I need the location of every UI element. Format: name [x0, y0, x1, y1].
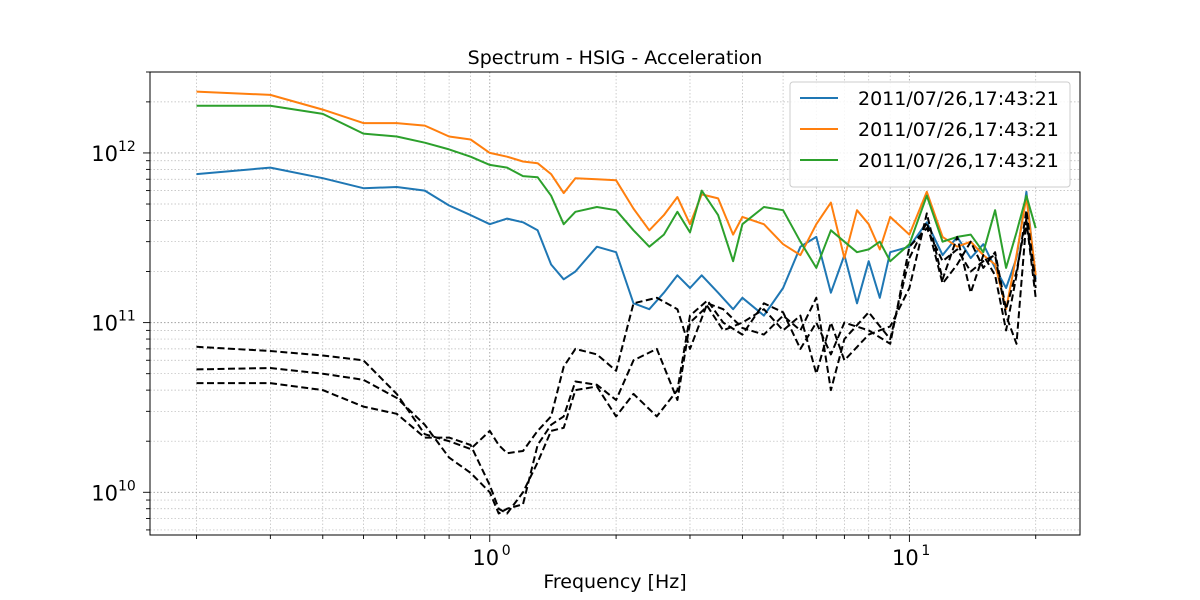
y-tick-exponent: 11 — [118, 309, 136, 325]
y-tick-label: 10 — [91, 312, 118, 336]
x-tick-exponent: 0 — [502, 543, 511, 559]
y-tick-exponent: 10 — [118, 478, 136, 494]
reference-dashed-line — [196, 217, 1037, 455]
legend-label: 2011/07/26,17:43:21 — [858, 119, 1059, 141]
x-tick-exponent: 1 — [921, 543, 930, 559]
legend-box — [789, 81, 1071, 188]
series-layer — [196, 90, 1037, 515]
y-tick-label: 10 — [91, 142, 118, 166]
legend: 2011/07/26,17:43:21 2011/07/26,17:43:21 20… — [789, 81, 1071, 188]
reference-dashed-line — [196, 219, 1037, 515]
reference-dashed-line — [196, 209, 1037, 515]
series-line-1 — [196, 166, 1037, 317]
x-tick-label: 10 — [892, 546, 919, 570]
x-axis-label: Frequency [Hz] — [543, 571, 686, 593]
y-tick-label: 10 — [91, 481, 118, 505]
y-tick-exponent: 12 — [118, 139, 136, 155]
chart-title: Spectrum - HSIG - Acceleration — [468, 47, 763, 69]
series-line-3 — [196, 104, 1037, 269]
x-tick-label: 10 — [472, 546, 499, 570]
legend-label: 2011/07/26,17:43:21 — [858, 150, 1059, 172]
plot-frame — [149, 71, 1081, 536]
legend-label: 2011/07/26,17:43:21 — [858, 88, 1059, 110]
